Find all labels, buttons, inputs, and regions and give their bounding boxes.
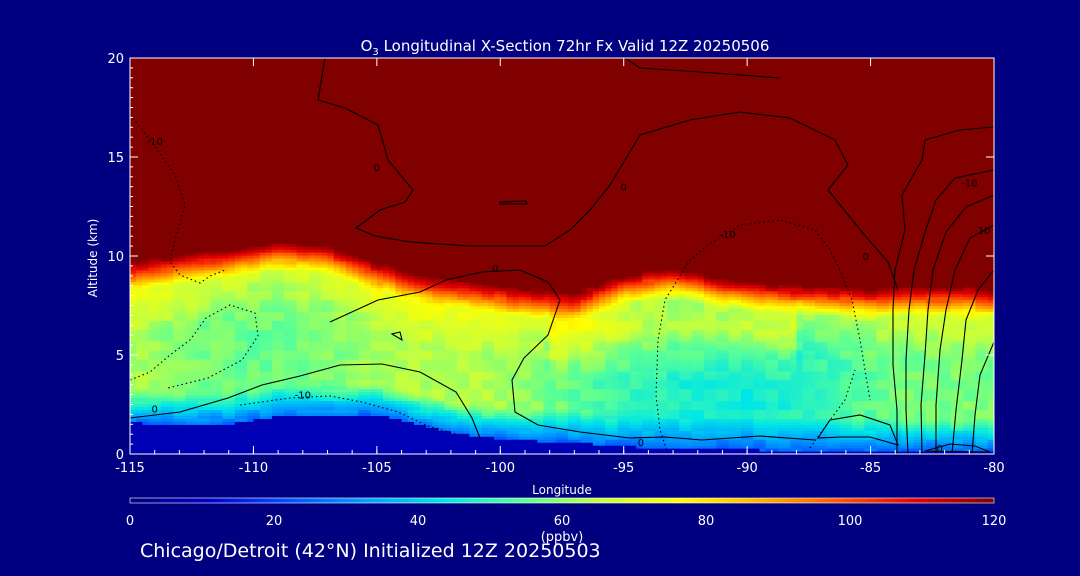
title-suffix: Longitudinal X-Section 72hr Fx Valid 12Z… bbox=[379, 37, 770, 55]
chart-title: O3 Longitudinal X-Section 72hr Fx Valid … bbox=[361, 37, 770, 58]
title-prefix: O bbox=[361, 37, 373, 55]
